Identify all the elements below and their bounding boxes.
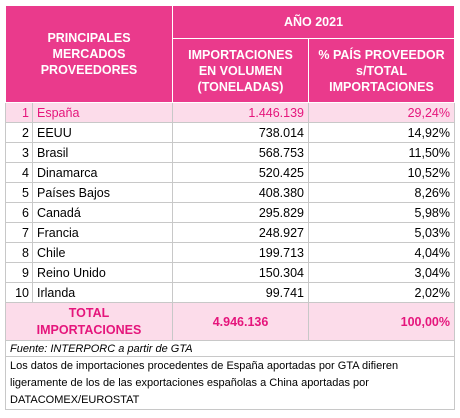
note: Los datos de importaciones procedentes d… (5, 356, 455, 410)
rank: 2 (5, 122, 33, 143)
volume: 738.014 (172, 122, 309, 143)
total-volume: 4.946.136 (172, 302, 309, 341)
volume: 99.741 (172, 282, 309, 303)
rank: 5 (5, 182, 33, 203)
volume: 568.753 (172, 142, 309, 163)
header-year: AÑO 2021 (172, 5, 455, 39)
rank: 1 (5, 102, 33, 123)
rank: 6 (5, 202, 33, 223)
country: España (32, 102, 173, 123)
table-row: 10 Irlanda 99.741 2,02% (5, 282, 455, 303)
table-row: 5 Países Bajos 408.380 8,26% (5, 182, 455, 203)
source: Fuente: INTERPORC a partir de GTA (5, 340, 455, 357)
volume: 295.829 (172, 202, 309, 223)
table-row: 2 EEUU 738.014 14,92% (5, 122, 455, 143)
country: EEUU (32, 122, 173, 143)
table-row: 6 Canadá 295.829 5,98% (5, 202, 455, 223)
percent: 4,04% (308, 242, 455, 263)
header-markets: PRINCIPALES MERCADOS PROVEEDORES (5, 5, 173, 103)
table-row: 1 España 1.446.139 29,24% (5, 102, 455, 123)
country: Dinamarca (32, 162, 173, 183)
country: Chile (32, 242, 173, 263)
import-table: PRINCIPALES MERCADOS PROVEEDORES AÑO 202… (5, 5, 455, 410)
header-percent: % PAÍS PROVEEDOR s/TOTAL IMPORTACIONES (308, 38, 455, 103)
percent: 2,02% (308, 282, 455, 303)
country: Brasil (32, 142, 173, 163)
rank: 9 (5, 262, 33, 283)
percent: 8,26% (308, 182, 455, 203)
table-row: 4 Dinamarca 520.425 10,52% (5, 162, 455, 183)
volume: 408.380 (172, 182, 309, 203)
rank: 8 (5, 242, 33, 263)
rank: 4 (5, 162, 33, 183)
percent: 5,98% (308, 202, 455, 223)
percent: 5,03% (308, 222, 455, 243)
total-percent: 100,00% (308, 302, 455, 341)
table-row: 8 Chile 199.713 4,04% (5, 242, 455, 263)
country: Francia (32, 222, 173, 243)
percent: 11,50% (308, 142, 455, 163)
percent: 10,52% (308, 162, 455, 183)
table-row: 3 Brasil 568.753 11,50% (5, 142, 455, 163)
total-label: TOTAL IMPORTACIONES (5, 302, 173, 341)
volume: 150.304 (172, 262, 309, 283)
rank: 10 (5, 282, 33, 303)
table-row: 7 Francia 248.927 5,03% (5, 222, 455, 243)
rank: 3 (5, 142, 33, 163)
table-row: 9 Reino Unido 150.304 3,04% (5, 262, 455, 283)
percent: 14,92% (308, 122, 455, 143)
volume: 520.425 (172, 162, 309, 183)
volume: 248.927 (172, 222, 309, 243)
percent: 29,24% (308, 102, 455, 123)
country: Canadá (32, 202, 173, 223)
country: Reino Unido (32, 262, 173, 283)
header-volume: IMPORTACIONES EN VOLUMEN (TONELADAS) (172, 38, 309, 103)
percent: 3,04% (308, 262, 455, 283)
volume: 1.446.139 (172, 102, 309, 123)
total-row: TOTAL IMPORTACIONES 4.946.136 100,00% (5, 302, 455, 341)
rank: 7 (5, 222, 33, 243)
country: Irlanda (32, 282, 173, 303)
volume: 199.713 (172, 242, 309, 263)
country: Países Bajos (32, 182, 173, 203)
table-body: 1 España 1.446.139 29,24% 2 EEUU 738.014 14,92%… (5, 102, 455, 303)
